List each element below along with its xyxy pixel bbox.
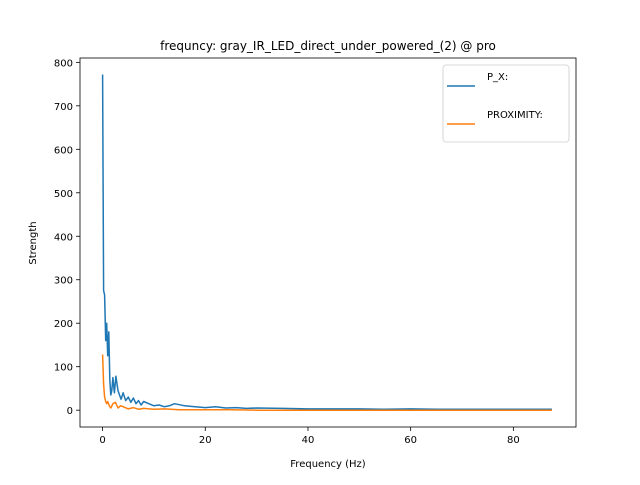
x-axis: 0 20 40 60 80 [99, 427, 520, 446]
x-axis-label: Frequency (Hz) [290, 459, 366, 470]
legend: P_X: PROXIMITY: [442, 64, 570, 143]
y-tick-label-0: 0 [67, 406, 73, 417]
y-tick-label-7: 700 [54, 102, 73, 113]
y-tick-label-6: 600 [54, 145, 73, 156]
y-axis-label: Strength [28, 221, 39, 264]
legend-label-1: PROXIMITY: [487, 110, 543, 121]
y-tick-label-3: 300 [54, 276, 73, 287]
x-tick-label-4: 80 [507, 435, 520, 446]
legend-label-0: P_X: [487, 72, 508, 83]
y-tick-label-8: 800 [54, 58, 73, 69]
legend-box [442, 64, 570, 143]
y-tick-label-5: 500 [54, 189, 73, 200]
series-line-1 [101, 354, 552, 411]
y-tick-label-2: 200 [54, 319, 73, 330]
plot-frame [79, 57, 577, 428]
y-tick-label-4: 400 [54, 232, 73, 243]
y-axis: 0 100 200 300 400 500 600 700 800 [54, 58, 80, 417]
chart-title: frequncy: gray_IR_LED_direct_under_power… [160, 39, 496, 53]
x-tick-label-3: 60 [404, 435, 417, 446]
plot-area [79, 57, 577, 428]
y-tick-label-1: 100 [54, 363, 73, 374]
x-tick-label-2: 40 [302, 435, 315, 446]
x-tick-label-0: 0 [99, 435, 105, 446]
x-tick-label-1: 20 [199, 435, 212, 446]
series-line-0 [101, 74, 552, 411]
